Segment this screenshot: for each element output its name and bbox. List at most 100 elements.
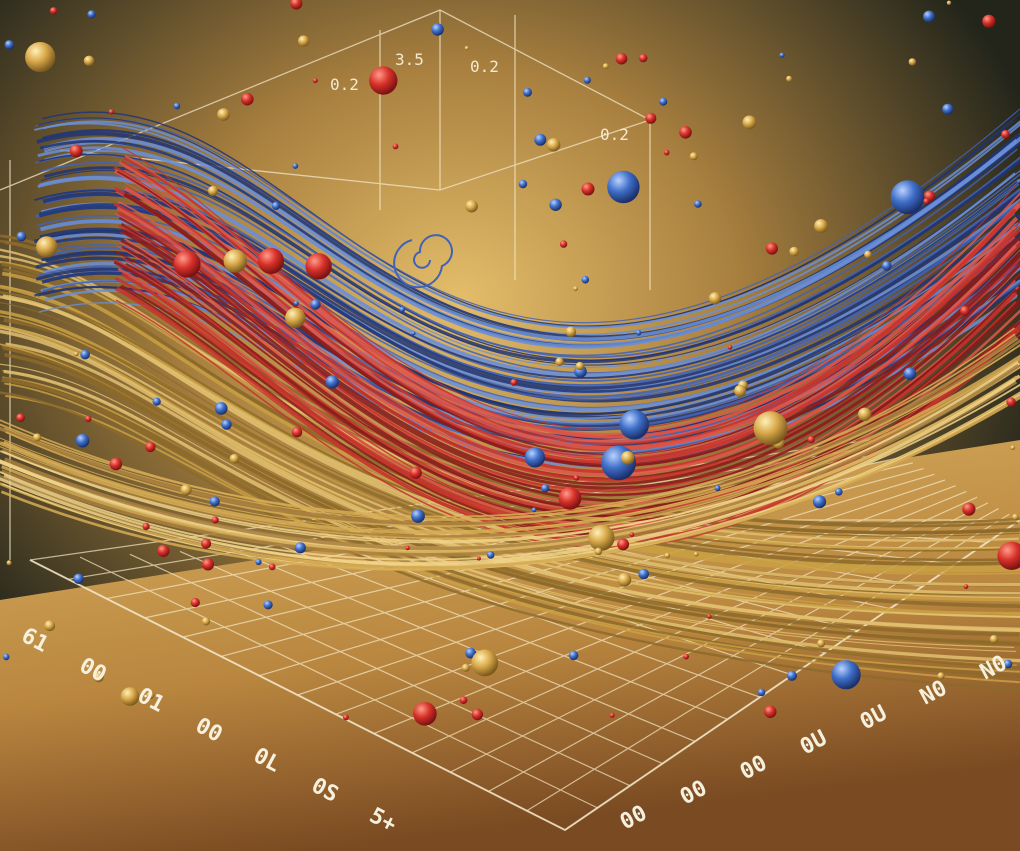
sphere bbox=[541, 484, 550, 493]
sphere bbox=[835, 488, 843, 496]
sphere bbox=[464, 46, 469, 51]
sphere bbox=[814, 219, 828, 233]
sphere bbox=[779, 52, 785, 58]
sphere bbox=[285, 307, 306, 328]
sphere bbox=[753, 411, 788, 446]
wave-strand bbox=[116, 206, 1017, 477]
sphere bbox=[629, 532, 635, 537]
sphere bbox=[16, 231, 27, 242]
sphere bbox=[214, 402, 228, 415]
wave-strand bbox=[3, 363, 1020, 551]
sphere bbox=[211, 516, 219, 524]
sphere bbox=[241, 92, 254, 106]
sphere bbox=[609, 712, 615, 718]
sphere bbox=[271, 201, 281, 210]
wave-strand bbox=[39, 202, 1020, 393]
sphere bbox=[664, 552, 671, 559]
sphere bbox=[80, 349, 90, 360]
sphere bbox=[645, 112, 657, 124]
sphere bbox=[293, 300, 299, 306]
wave-strand bbox=[2, 268, 1020, 562]
sphere bbox=[523, 87, 532, 97]
wave-strand bbox=[1, 344, 1020, 637]
sphere bbox=[1006, 397, 1016, 407]
sphere bbox=[594, 547, 603, 556]
sphere bbox=[583, 76, 591, 84]
sphere bbox=[568, 650, 579, 661]
wave-strand bbox=[0, 396, 1020, 571]
sphere bbox=[742, 115, 757, 130]
sphere bbox=[6, 560, 12, 566]
sphere bbox=[679, 126, 692, 139]
sphere bbox=[217, 108, 230, 121]
sphere bbox=[73, 573, 84, 584]
sphere bbox=[831, 660, 861, 690]
sphere bbox=[1003, 659, 1013, 669]
sphere bbox=[36, 236, 58, 258]
sphere bbox=[727, 345, 733, 350]
sphere bbox=[292, 163, 299, 169]
sphere bbox=[146, 691, 155, 700]
sphere bbox=[207, 185, 219, 196]
sphere bbox=[817, 639, 826, 648]
sphere bbox=[908, 58, 916, 66]
wave-strand bbox=[0, 333, 1016, 518]
sphere bbox=[310, 299, 321, 310]
sphere bbox=[255, 558, 262, 566]
sphere bbox=[581, 275, 590, 284]
wave-strand bbox=[5, 344, 1020, 528]
sphere bbox=[617, 538, 630, 551]
wave-strand bbox=[122, 229, 1020, 490]
sphere bbox=[555, 357, 564, 366]
sphere bbox=[25, 42, 56, 73]
wave-strand bbox=[37, 213, 1016, 401]
sphere bbox=[294, 542, 306, 554]
sphere bbox=[32, 433, 42, 442]
wave-strand bbox=[0, 302, 1020, 596]
sphere bbox=[524, 447, 546, 468]
wave-strand bbox=[37, 138, 1018, 348]
sphere bbox=[201, 617, 211, 626]
sphere bbox=[190, 597, 200, 608]
grid-line bbox=[279, 545, 728, 720]
sphere bbox=[693, 551, 699, 557]
sphere bbox=[93, 672, 104, 683]
grid-line bbox=[488, 508, 999, 792]
sphere bbox=[108, 109, 115, 115]
sphere bbox=[881, 260, 892, 271]
sphere bbox=[85, 415, 92, 422]
sphere bbox=[786, 75, 793, 82]
sphere bbox=[411, 509, 425, 523]
sphere bbox=[291, 426, 303, 438]
wave-strand bbox=[3, 354, 1020, 535]
sphere bbox=[620, 451, 635, 465]
sphere bbox=[960, 305, 970, 316]
sphere bbox=[173, 102, 181, 110]
sphere bbox=[937, 672, 945, 680]
spiral bbox=[393, 234, 453, 289]
grid-line bbox=[229, 548, 696, 742]
sphere bbox=[807, 435, 815, 444]
sphere bbox=[518, 179, 528, 189]
sphere bbox=[963, 584, 969, 589]
sphere bbox=[392, 143, 399, 150]
sphere bbox=[890, 180, 925, 215]
sphere bbox=[858, 407, 872, 421]
sphere bbox=[639, 53, 648, 63]
sphere bbox=[615, 52, 628, 65]
sphere bbox=[157, 544, 170, 558]
wave-strand bbox=[34, 108, 1020, 324]
sphere bbox=[946, 0, 952, 5]
wave-strand bbox=[0, 335, 1018, 526]
sphere bbox=[290, 0, 303, 10]
sphere bbox=[765, 242, 779, 255]
sphere bbox=[471, 649, 499, 677]
sphere bbox=[764, 705, 777, 718]
sphere bbox=[714, 485, 721, 492]
sphere bbox=[1001, 130, 1010, 139]
sphere bbox=[69, 144, 83, 158]
axis-label: 0.2 bbox=[600, 125, 629, 144]
sphere bbox=[459, 696, 468, 704]
sphere bbox=[663, 149, 670, 156]
sphere bbox=[635, 330, 642, 336]
